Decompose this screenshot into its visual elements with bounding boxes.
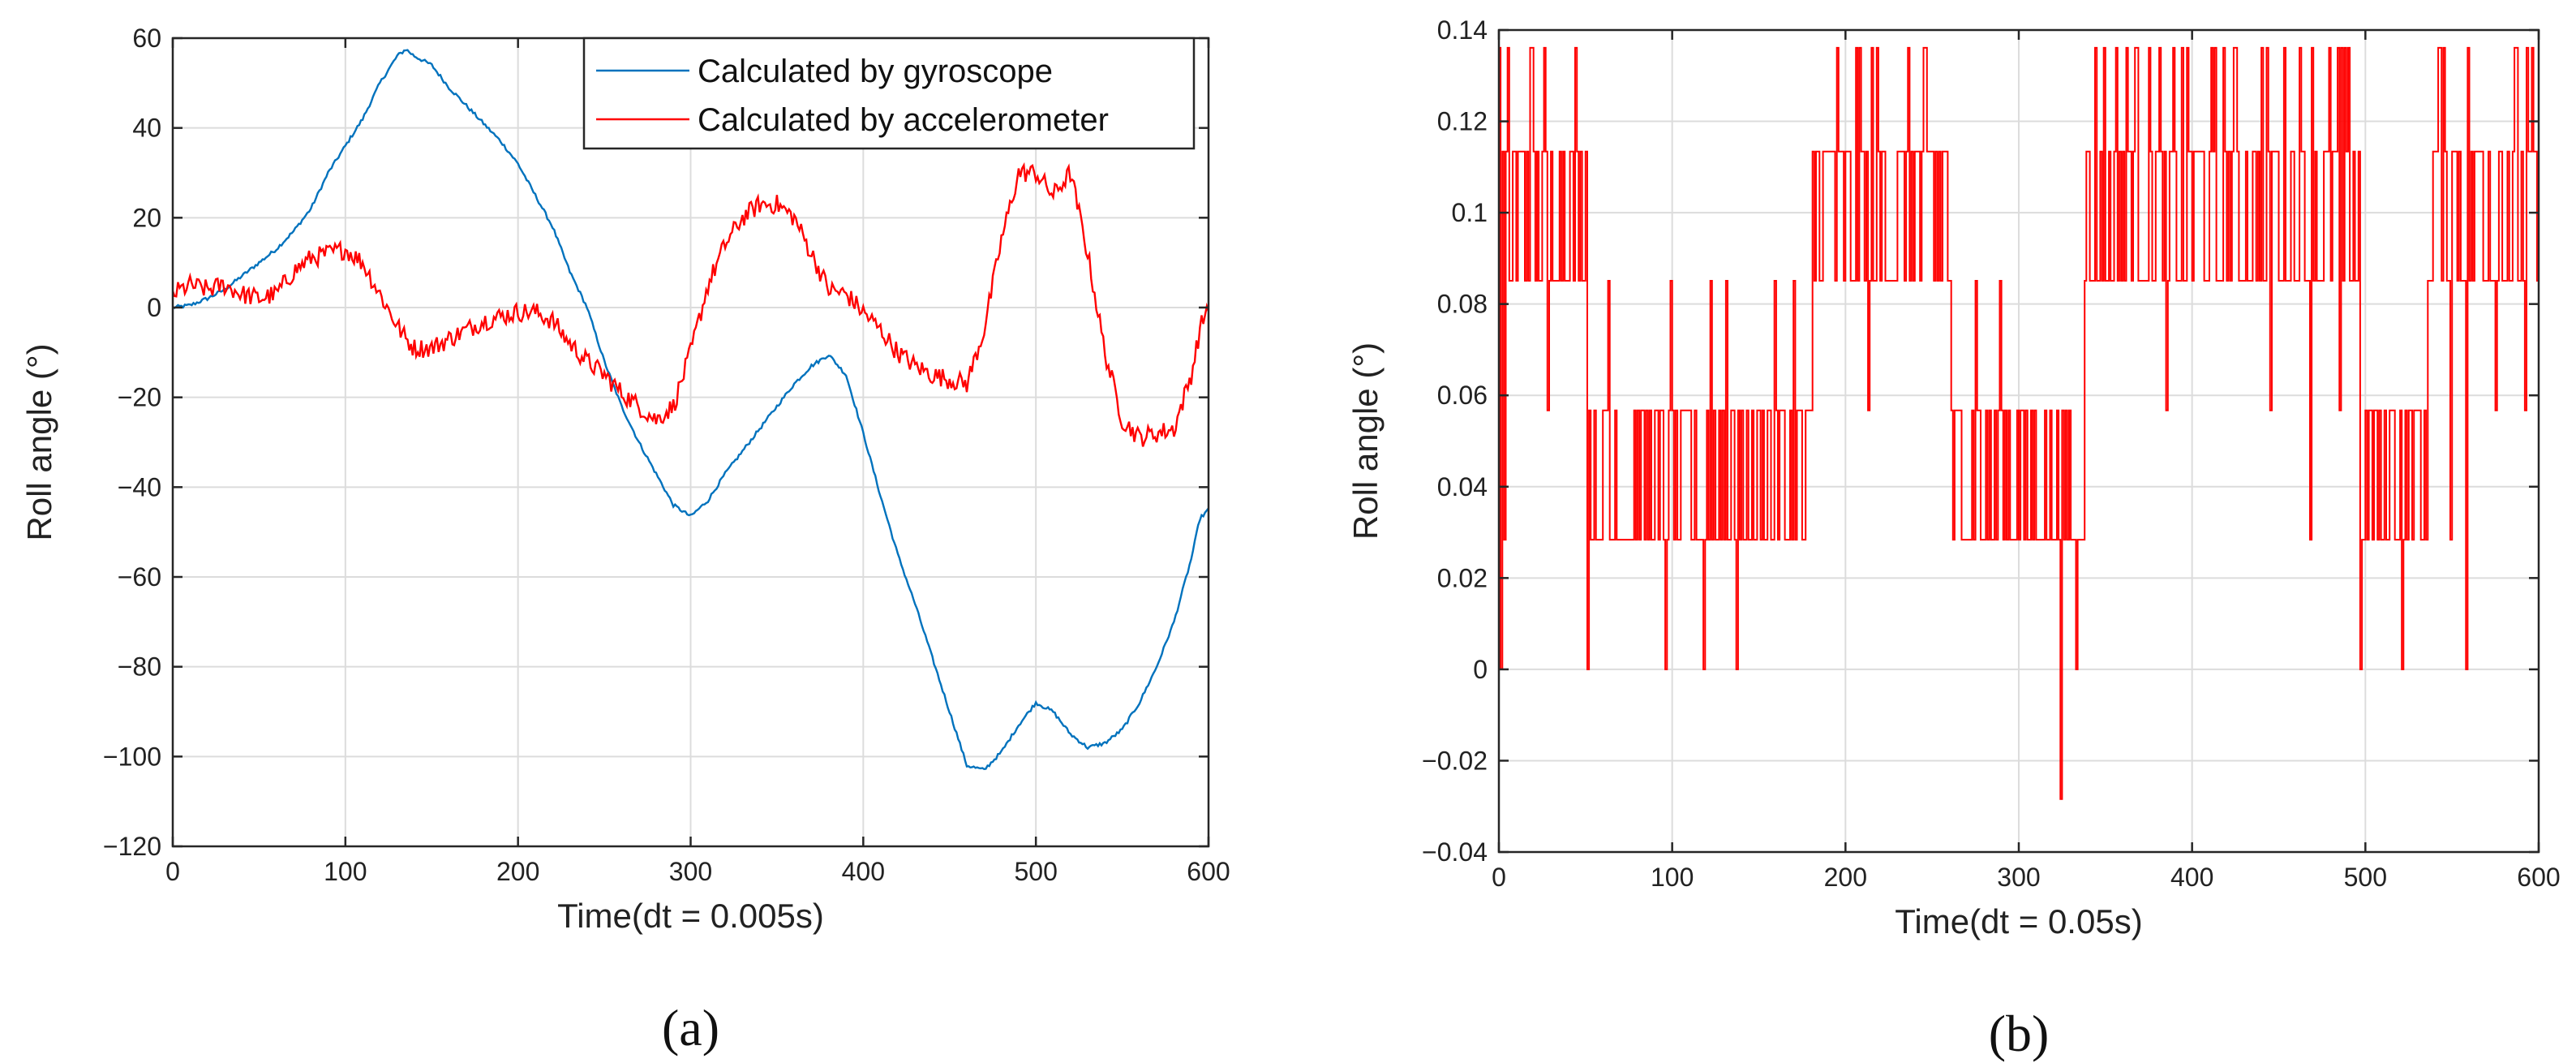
x-tick-label: 400 bbox=[2170, 863, 2213, 892]
y-tick-label: 0 bbox=[1473, 655, 1488, 684]
y-tick-label: −20 bbox=[118, 383, 161, 412]
x-tick-label: 400 bbox=[842, 857, 885, 886]
y-tick-label: 40 bbox=[132, 114, 161, 143]
y-tick-label: −60 bbox=[118, 562, 161, 592]
y-tick-label: −40 bbox=[118, 472, 161, 501]
x-tick-label: 600 bbox=[1187, 857, 1230, 886]
ticks-b: 0 100 200 300 400 500 600 0.14 0.12 0.1 0.08 0.06 0.… bbox=[1422, 15, 2561, 892]
series-line-accelerometer bbox=[171, 161, 1210, 447]
y-tick-label: 60 bbox=[132, 24, 161, 53]
x-tick-label: 0 bbox=[1492, 863, 1506, 892]
ticks-a: 0 100 200 300 400 500 6006040200−20−40−60−80−1… bbox=[103, 24, 1230, 886]
y-tick-label: −0.04 bbox=[1422, 837, 1488, 867]
y-tick-label: 0.1 bbox=[1452, 198, 1488, 227]
x-tick-label: 300 bbox=[669, 857, 712, 886]
panel-label-a: (a) bbox=[662, 999, 719, 1057]
panel-label-b: (b) bbox=[1989, 1005, 2050, 1062]
series-line-b bbox=[1499, 46, 2540, 800]
x-tick-label: 300 bbox=[1997, 863, 2040, 892]
x-tick-label: 200 bbox=[1824, 863, 1867, 892]
x-axis-label-a: Time(dt = 0.005s) bbox=[557, 897, 824, 935]
chart-panel-a: 0 100 200 300 400 500 6006040200−20−40−60−80−1… bbox=[20, 24, 1230, 1057]
y-tick-label: −100 bbox=[103, 742, 161, 771]
x-axis-label-b: Time(dt = 0.05s) bbox=[1895, 902, 2142, 940]
y-axis-label-b: Roll angle (°) bbox=[1346, 342, 1385, 540]
x-tick-label: 200 bbox=[496, 857, 539, 886]
legend-a: Calculated by gyroscope Calculated by ac… bbox=[582, 37, 1196, 150]
legend-box-a bbox=[582, 37, 1196, 150]
x-tick-label: 100 bbox=[1651, 863, 1694, 892]
x-tick-label: 500 bbox=[1014, 857, 1057, 886]
y-tick-label: 0.06 bbox=[1437, 381, 1488, 410]
y-tick-label: 0.08 bbox=[1437, 290, 1488, 319]
legend-label-accelerometer: Calculated by accelerometer bbox=[698, 102, 1109, 138]
y-tick-label: 0.14 bbox=[1437, 15, 1488, 45]
y-tick-label: −80 bbox=[118, 652, 161, 682]
y-axis-label-a: Roll angle (°) bbox=[20, 343, 58, 540]
y-tick-label: 0.12 bbox=[1437, 107, 1488, 136]
x-tick-label: 0 bbox=[165, 857, 180, 886]
y-tick-label: 0.04 bbox=[1437, 472, 1488, 501]
chart-panel-b: 0 100 200 300 400 500 600 0.14 0.12 0.1 0.08 0.06 0.… bbox=[1346, 15, 2561, 1062]
x-tick-label: 500 bbox=[2344, 863, 2387, 892]
x-tick-label: 100 bbox=[324, 857, 367, 886]
y-tick-label: −0.02 bbox=[1422, 746, 1488, 775]
series-group-b bbox=[1499, 46, 2540, 800]
legend-label-gyroscope: Calculated by gyroscope bbox=[698, 54, 1053, 89]
y-tick-label: 0.02 bbox=[1437, 563, 1488, 592]
y-tick-label: 20 bbox=[132, 203, 161, 232]
x-tick-label: 600 bbox=[2517, 863, 2560, 892]
series-line-gyroscope bbox=[172, 49, 1209, 771]
y-tick-label: 0 bbox=[147, 293, 161, 322]
series-group-a bbox=[171, 49, 1210, 771]
y-tick-label: −120 bbox=[103, 832, 161, 861]
